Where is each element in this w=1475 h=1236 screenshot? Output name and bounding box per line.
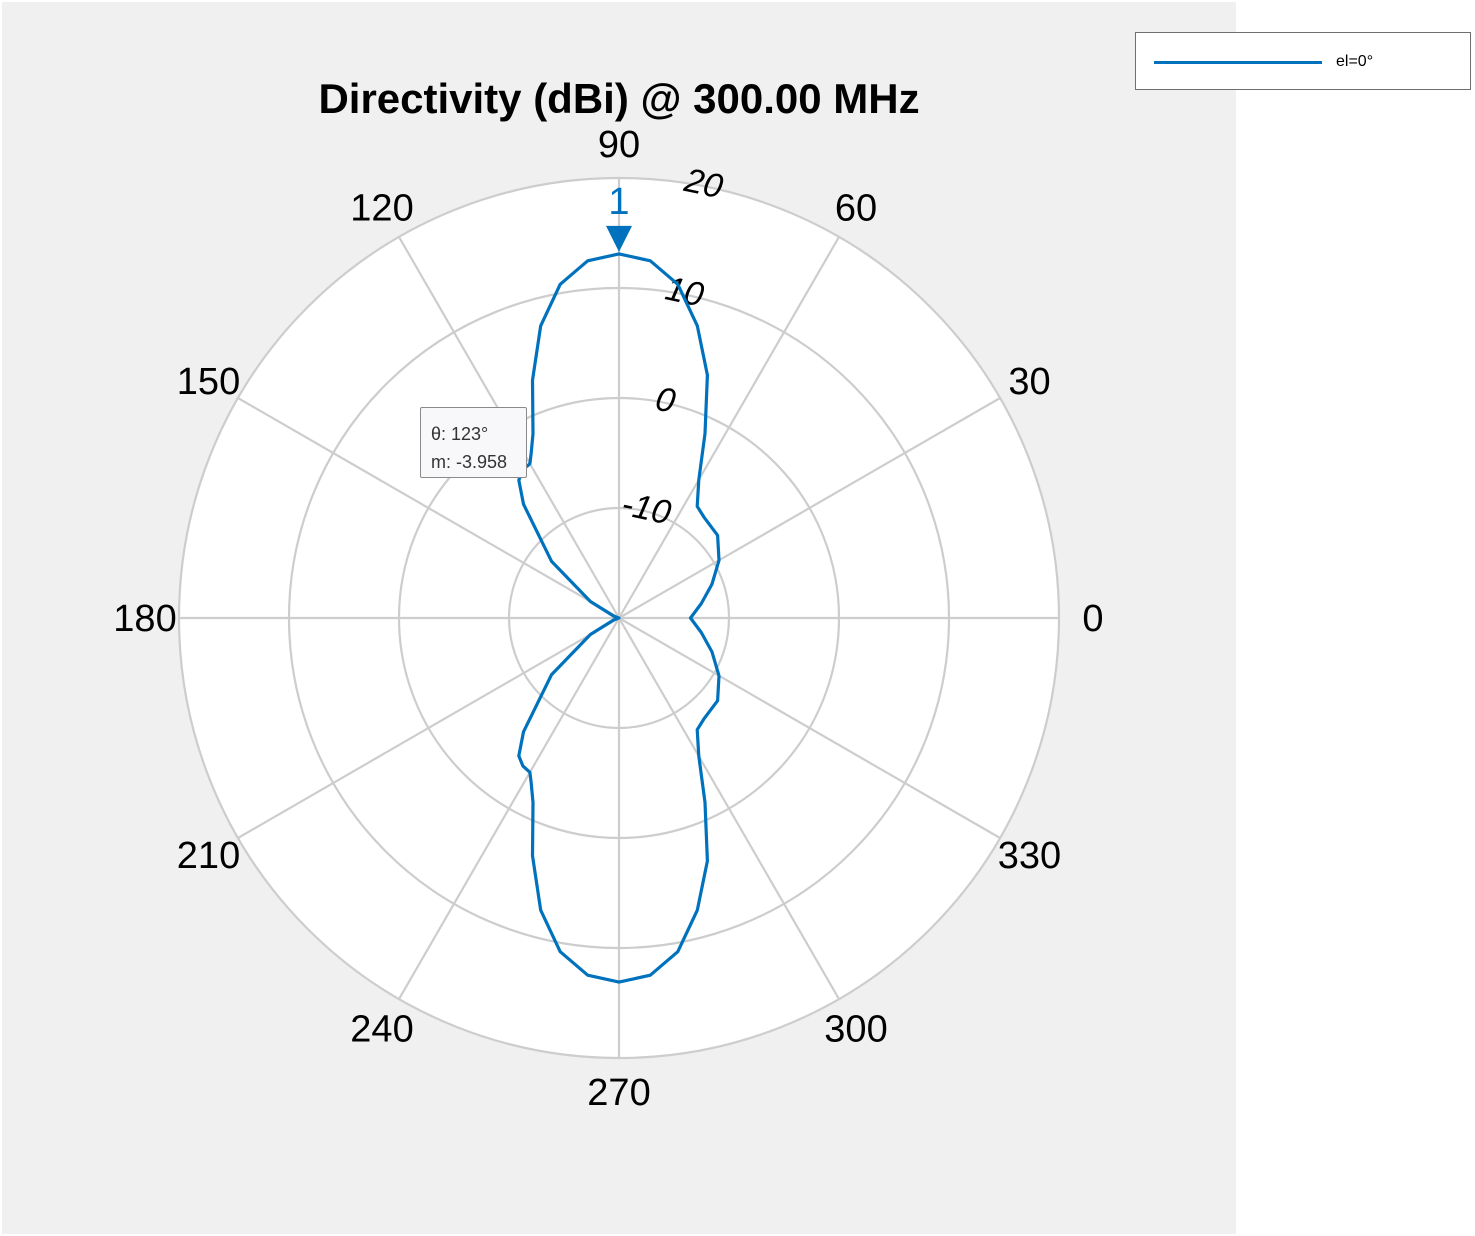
datatip-theta: θ: 123° [431, 424, 489, 444]
datatip[interactable]: θ: 123° m: -3.958 [420, 407, 527, 478]
angle-tick-label: 120 [350, 188, 413, 230]
angle-tick-label: 90 [598, 124, 640, 166]
marker-triangle [606, 225, 632, 252]
angle-tick-label: 150 [177, 361, 240, 403]
marker-label: 1 [608, 181, 629, 223]
legend-swatch [1154, 61, 1322, 64]
grid-spoke [237, 617, 620, 839]
peak-marker[interactable]: 1 [606, 181, 632, 252]
angle-tick-label: 270 [587, 1072, 650, 1114]
angle-tick-label: 0 [1082, 598, 1103, 640]
angle-tick-label: 330 [998, 835, 1061, 877]
angle-tick-label: 60 [835, 188, 877, 230]
angle-tick-label: 300 [824, 1008, 887, 1050]
angle-tick-label: 210 [177, 835, 240, 877]
grid-spoke [618, 617, 840, 1000]
grid-spoke [618, 236, 840, 619]
series-line [517, 252, 721, 984]
grid-spoke [398, 617, 620, 1000]
grid-spoke [618, 397, 1001, 619]
radial-tick-label: 20 [680, 161, 726, 206]
grid-spoke [618, 617, 1001, 839]
chart-title: Directivity (dBi) @ 300.00 MHz [318, 75, 919, 122]
angle-tick-label: 180 [113, 598, 176, 640]
angle-tick-label: 240 [350, 1008, 413, 1050]
datatip-magnitude: m: -3.958 [431, 452, 508, 472]
legend[interactable]: el=0° [1135, 32, 1471, 90]
grid-spoke [237, 397, 620, 619]
angle-tick-label: 30 [1008, 361, 1050, 403]
legend-label: el=0° [1336, 53, 1374, 70]
